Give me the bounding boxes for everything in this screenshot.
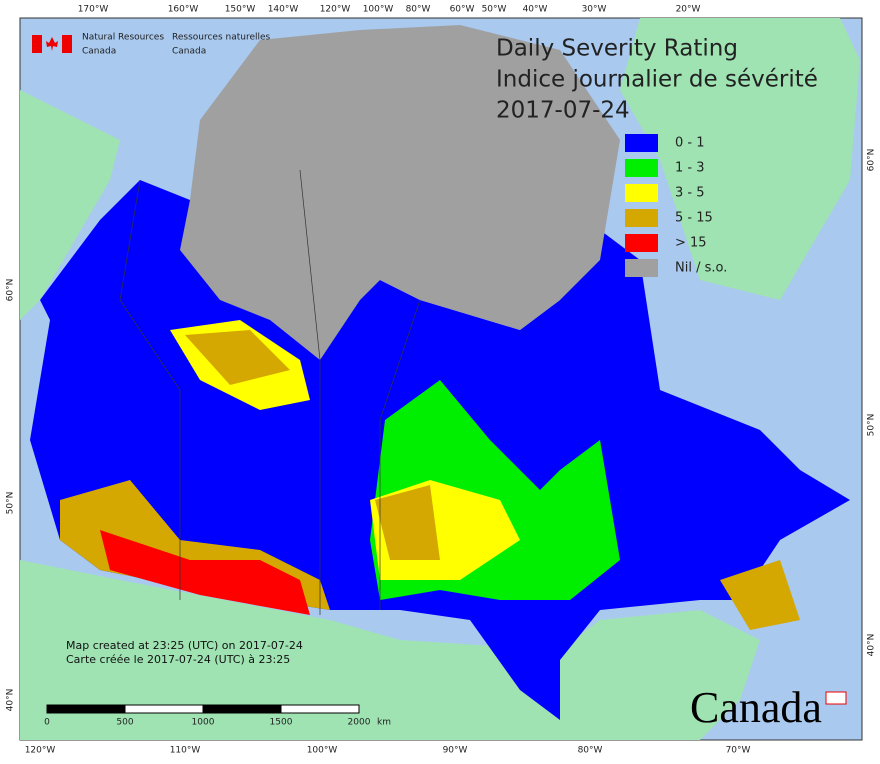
legend-swatch — [625, 159, 658, 177]
greenland — [620, 18, 860, 300]
lon-label: 50°W — [482, 5, 507, 15]
lon-label: 160°W — [168, 5, 199, 15]
agency-name: Natural Resources — [82, 33, 164, 43]
scale-label: 1000 — [192, 718, 215, 728]
legend-swatch — [625, 184, 658, 202]
scale-label: 500 — [116, 718, 133, 728]
zone-orange — [375, 485, 440, 560]
agency-name: Canada — [172, 47, 206, 57]
flag-leaf — [46, 37, 58, 51]
usa — [20, 560, 760, 740]
lon-label: 140°W — [268, 5, 299, 15]
labels: Natural Resources Canada Ressources nature… — [6, 5, 877, 756]
lon-label: 60°W — [450, 5, 475, 15]
lat-label: 40°N — [6, 689, 16, 712]
zone-orange-east — [720, 560, 800, 630]
legend-swatch — [625, 234, 658, 252]
wordmark-flag — [825, 691, 847, 705]
lat-label: 40°N — [867, 634, 877, 657]
scale-unit: km — [377, 718, 391, 728]
lon-label: 30°W — [582, 5, 607, 15]
borders — [119, 169, 421, 615]
lat-label: 50°N — [867, 414, 877, 437]
lon-label: 100°W — [363, 5, 394, 15]
lon-label: 80°W — [578, 746, 603, 756]
lon-label: 110°W — [170, 746, 201, 756]
flag-left — [32, 35, 42, 53]
legend-label: Nil / s.o. — [675, 261, 727, 276]
scale-label: 2000 — [348, 718, 371, 728]
legend-label: > 15 — [675, 236, 707, 251]
lon-label: 170°W — [78, 5, 109, 15]
date: 2017-07-24 — [496, 98, 630, 124]
legend-label: 0 - 1 — [675, 136, 705, 151]
zone-red — [100, 530, 310, 615]
scale-segment — [202, 704, 282, 714]
arctic-nil — [180, 25, 620, 360]
alaska — [20, 90, 120, 320]
scale-label: 0 — [44, 718, 50, 728]
scale-label: 1500 — [270, 718, 293, 728]
legend-label: 1 - 3 — [675, 161, 705, 176]
flag-right — [62, 35, 72, 53]
legend-swatch — [625, 209, 658, 227]
lon-label: 40°W — [523, 5, 548, 15]
title: Daily Severity Rating — [496, 36, 738, 62]
legend-swatch — [625, 134, 658, 152]
credit: Carte créée le 2017-07-24 (UTC) à 23:25 — [66, 653, 290, 666]
wordmark: Canada — [690, 683, 822, 732]
agency-name: Ressources naturelles — [172, 33, 271, 43]
legend-label: 3 - 5 — [675, 186, 705, 201]
lat-label: 60°N — [6, 279, 16, 302]
lon-label: 120°W — [320, 5, 351, 15]
lon-label: 80°W — [406, 5, 431, 15]
scale-segment — [46, 704, 126, 714]
lon-label: 20°W — [676, 5, 701, 15]
lon-label: 90°W — [443, 746, 468, 756]
lon-label: 100°W — [307, 746, 338, 756]
zone-orange-nw — [185, 330, 290, 385]
lon-label: 70°W — [726, 746, 751, 756]
legend-swatch — [625, 259, 658, 277]
lat-label: 50°N — [6, 492, 16, 515]
legend-label: 5 - 15 — [675, 211, 713, 226]
scale-segment — [280, 704, 360, 714]
credit: Map created at 23:25 (UTC) on 2017-07-24 — [66, 639, 303, 652]
lat-label: 60°N — [867, 149, 877, 172]
lon-label: 150°W — [225, 5, 256, 15]
agency-name: Canada — [82, 47, 116, 57]
scale-segment — [124, 704, 204, 714]
lon-label: 120°W — [25, 746, 56, 756]
subtitle: Indice journalier de sévérité — [496, 67, 818, 93]
